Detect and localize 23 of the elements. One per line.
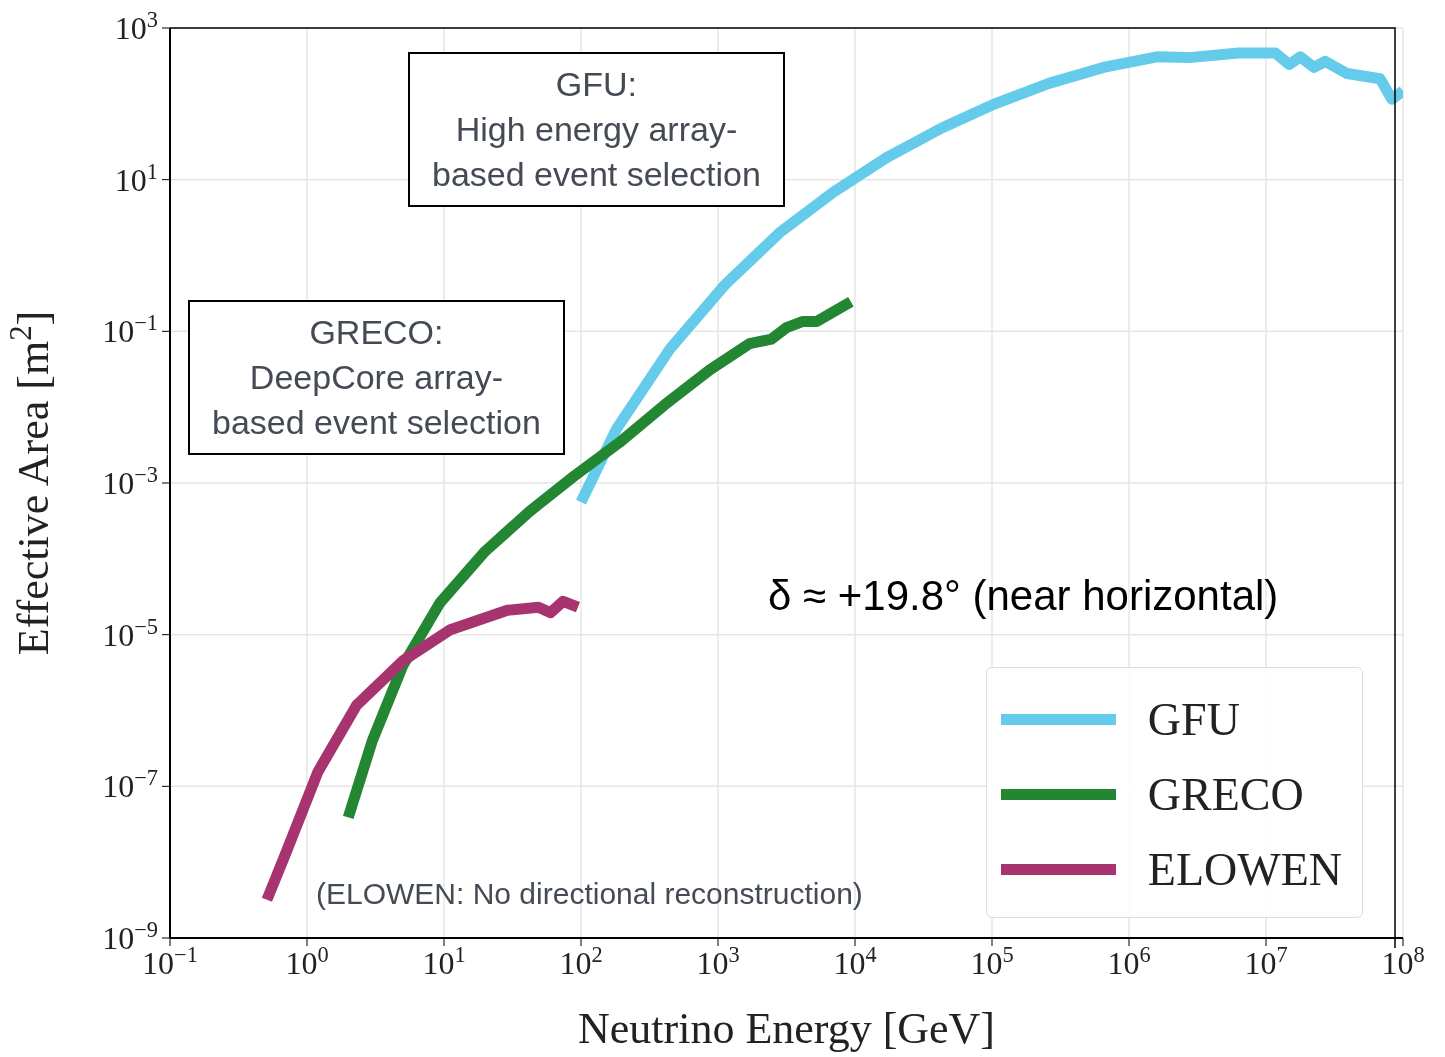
annotation: (ELOWEN: No directional reconstruction): [316, 876, 863, 912]
y-tick-label: 10$^{3}$: [114, 6, 158, 46]
annotation: GRECO: DeepCore array- based event selection: [188, 300, 565, 455]
y-tick-label: 10$^{−7}$: [102, 764, 158, 805]
annotation: δ ≈ +19.8° (near horizontal): [768, 571, 1279, 621]
legend-label: GRECO: [1147, 768, 1304, 821]
x-tick-label: 10$^{2}$: [559, 941, 603, 981]
y-tick-label: 10$^{−1}$: [102, 309, 158, 350]
annotation: GFU: High energy array- based event selection: [408, 52, 785, 207]
x-axis-title: Neutrino Energy [GeV]: [577, 1004, 996, 1053]
x-tick-label: 10$^{6}$: [1107, 941, 1151, 981]
legend-label: ELOWEN: [1147, 843, 1342, 896]
legend-label: GFU: [1147, 693, 1240, 746]
x-tick-label: 10$^{3}$: [696, 941, 740, 981]
y-tick-label: 10$^{−5}$: [102, 613, 158, 653]
x-tick-label: 10$^{0}$: [285, 941, 329, 981]
x-tick-label: 10$^{7}$: [1244, 941, 1288, 981]
y-tick-label: 10$^{1}$: [114, 158, 158, 198]
y-tick-label: 10$^{−3}$: [102, 461, 158, 501]
x-tick-label: 10$^{4}$: [833, 941, 877, 981]
x-tick-label: 10$^{5}$: [970, 941, 1014, 981]
x-tick-label: 10$^{8}$: [1381, 941, 1425, 981]
x-tick-label: 10$^{1}$: [422, 941, 466, 981]
